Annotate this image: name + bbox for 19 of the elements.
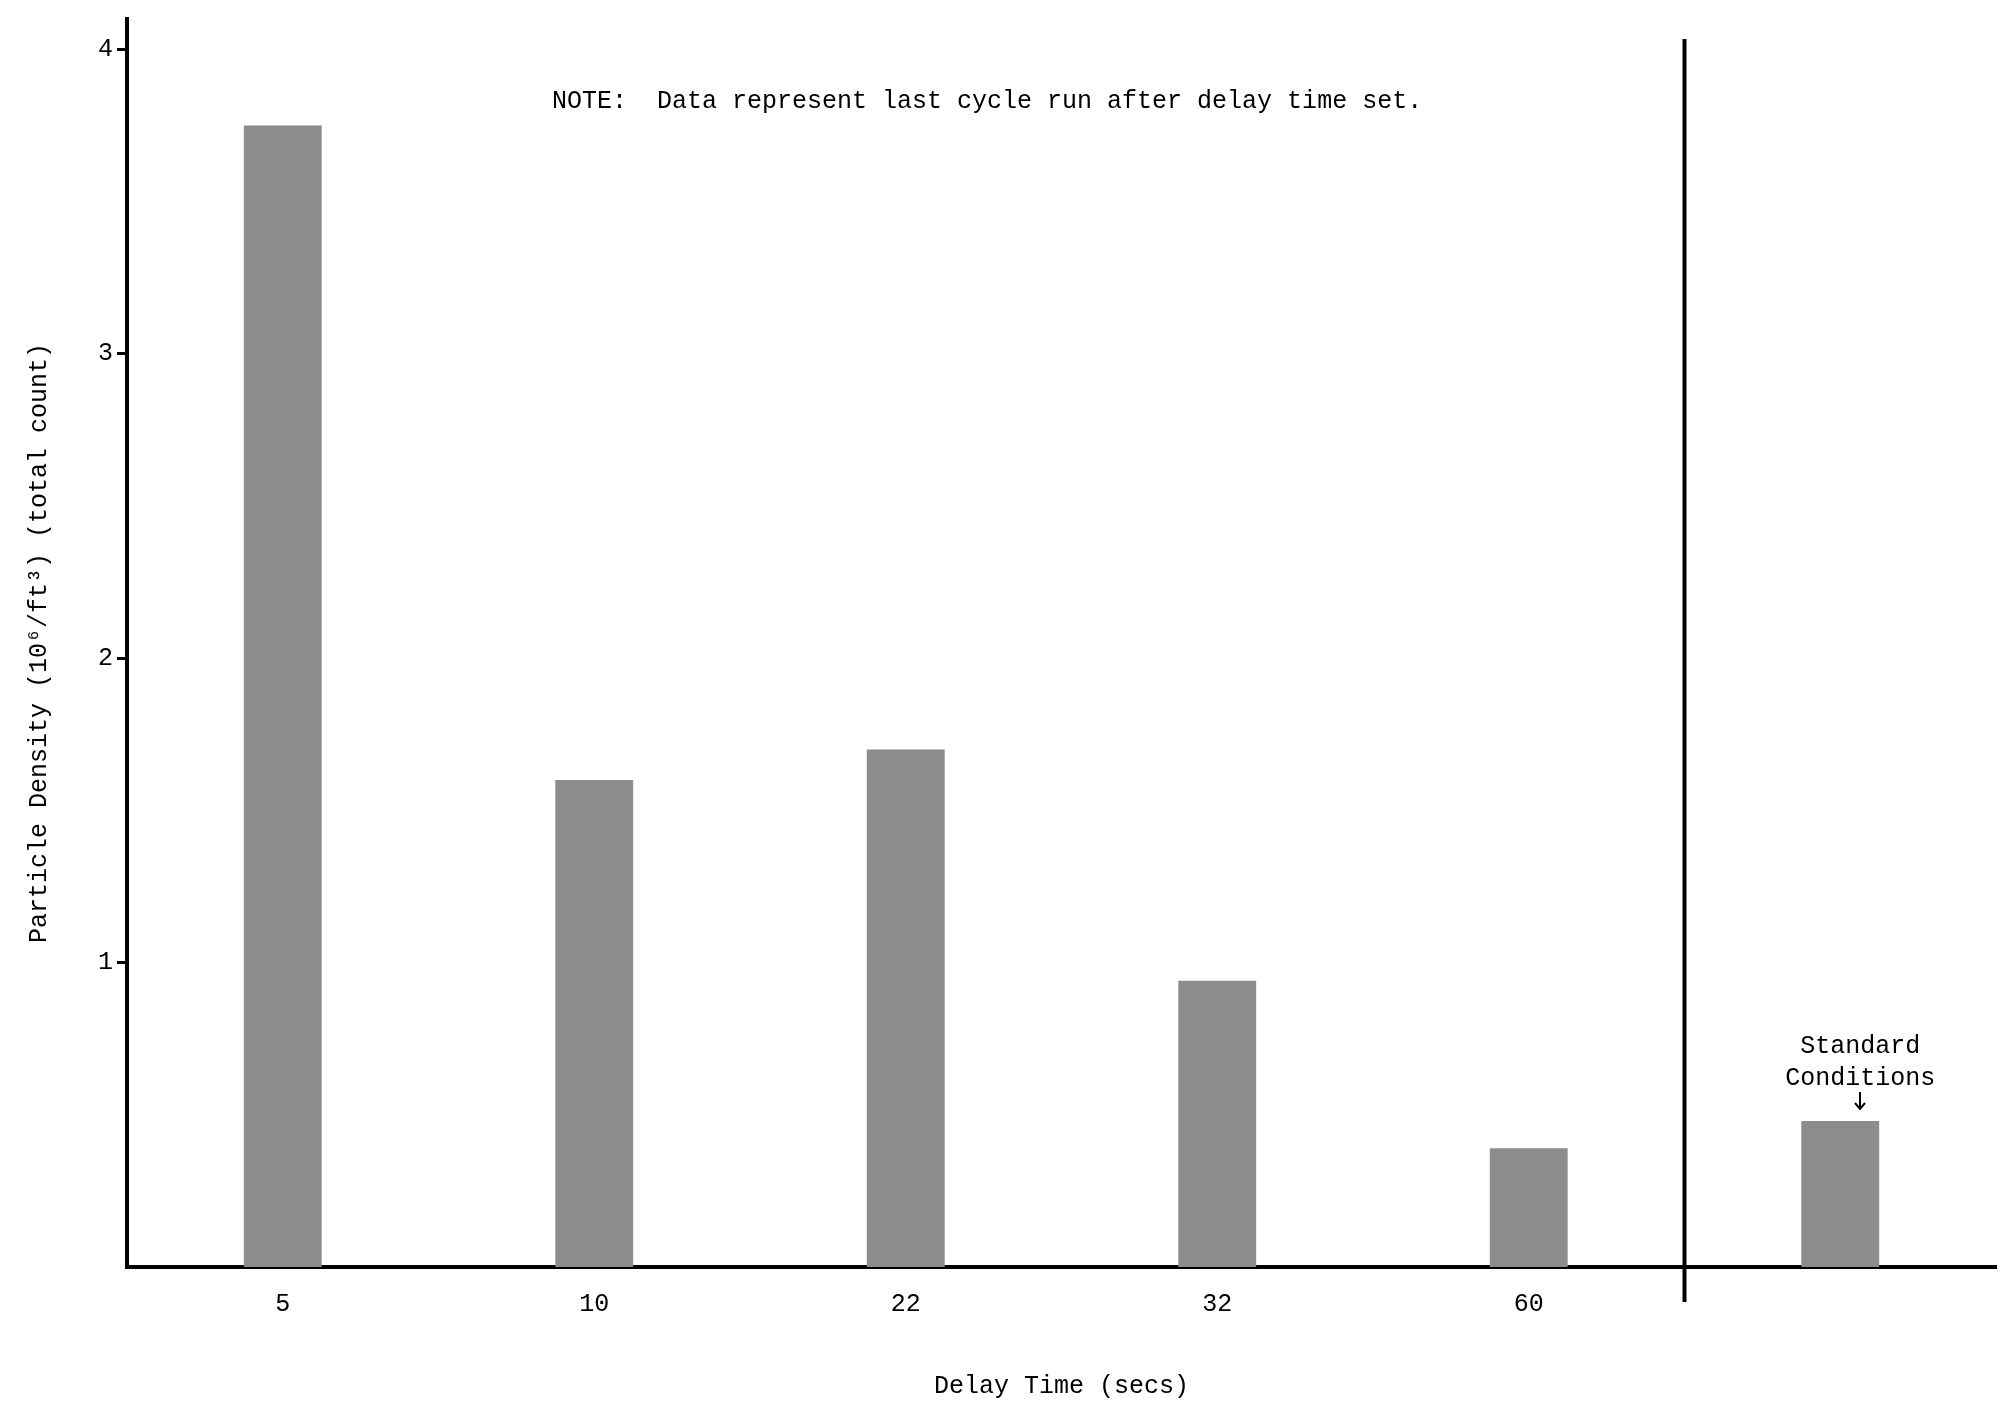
annotation: NOTE: Data represent last cycle run after delay time set. [552, 87, 1423, 117]
x-tick-label: 22 [890, 1289, 921, 1319]
x-tick-label: 32 [1202, 1289, 1233, 1319]
y-tick-label: 1 [97, 948, 113, 978]
x-tick-label: 60 [1513, 1289, 1544, 1319]
bar [1489, 1148, 1568, 1267]
x-axis-title: Delay Time (secs) [933, 1371, 1190, 1401]
y-tick-label: 4 [97, 35, 113, 65]
bar [243, 125, 322, 1267]
bar [555, 779, 634, 1267]
y-tick-label: 2 [97, 643, 113, 673]
annotation: Standard Conditions [1785, 1032, 1936, 1094]
bar [1178, 980, 1257, 1267]
bar [1801, 1120, 1880, 1267]
x-tick-label: 10 [579, 1289, 610, 1319]
y-axis-title: Particle Density (10⁶/ft³) (total count) [24, 342, 54, 944]
y-tick-label: 3 [97, 339, 113, 369]
bar [866, 749, 945, 1267]
x-tick-label: 5 [275, 1289, 291, 1319]
